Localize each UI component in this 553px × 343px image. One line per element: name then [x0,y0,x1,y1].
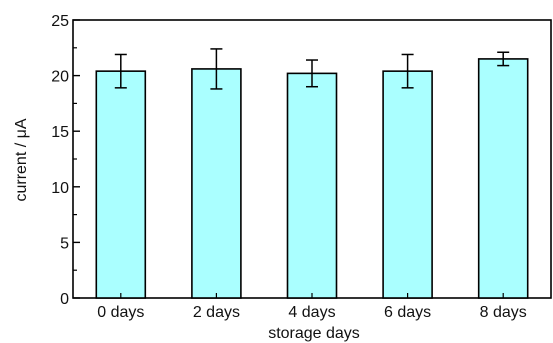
bar [95,70,147,299]
bar [191,68,242,299]
y-axis-title: current / μA [13,118,30,201]
x-tick-label: 4 days [288,304,335,321]
x-axis-title: storage days [268,325,360,342]
bar [382,70,433,299]
x-tick-label: 2 days [193,304,240,321]
y-tick-label: 5 [60,235,69,252]
bar [477,58,529,299]
y-tick-label: 20 [51,69,69,86]
y-tick-label: 10 [51,180,69,197]
y-tick-label: 0 [60,291,69,308]
plot-area: 0 5 10 15 20 25 0 days 2 days 4 days 6 days 8 days [51,13,552,321]
x-tick-label: 8 days [480,304,527,321]
y-tick-label: 15 [51,124,69,141]
x-tick-label: 0 days [97,304,144,321]
x-tick-label: 6 days [384,304,431,321]
bar [286,72,338,299]
y-tick-label: 25 [51,13,69,30]
